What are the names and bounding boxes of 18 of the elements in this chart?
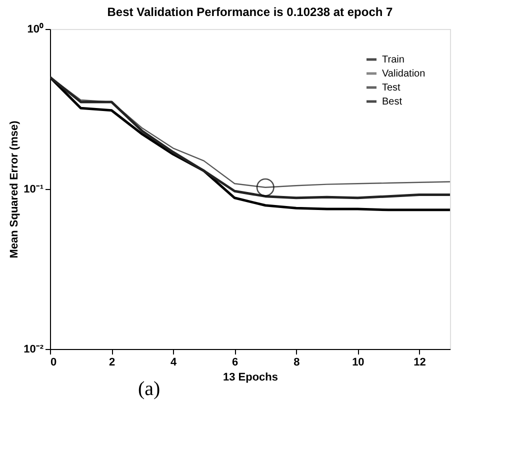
y-axis-title: Mean Squared Error (mse) <box>8 120 21 258</box>
x-tick-label: 2 <box>108 356 116 368</box>
legend-label: Best <box>382 96 402 108</box>
chart-title: Best Validation Performance is 0.10238 at epoch 7 <box>107 5 394 19</box>
x-axis-title: 13 Epochs <box>222 372 278 384</box>
x-tick-label: 6 <box>232 356 238 368</box>
y-tick-label: 10⁰ <box>27 22 44 36</box>
x-tick-label: 10 <box>352 356 364 368</box>
x-tick-label: 4 <box>170 356 178 368</box>
y-tick-label: 10⁻¹ <box>24 184 44 196</box>
legend-label: Test <box>382 82 401 94</box>
legend-label: Train <box>382 54 404 66</box>
x-tick-label: 8 <box>294 356 300 368</box>
legend-label: Validation <box>382 68 426 80</box>
x-tick-label: 0 <box>50 356 57 368</box>
x-tick-label: 12 <box>414 356 426 368</box>
text: (a) <box>138 378 160 400</box>
y-tick-label: 10⁻² <box>24 344 44 356</box>
